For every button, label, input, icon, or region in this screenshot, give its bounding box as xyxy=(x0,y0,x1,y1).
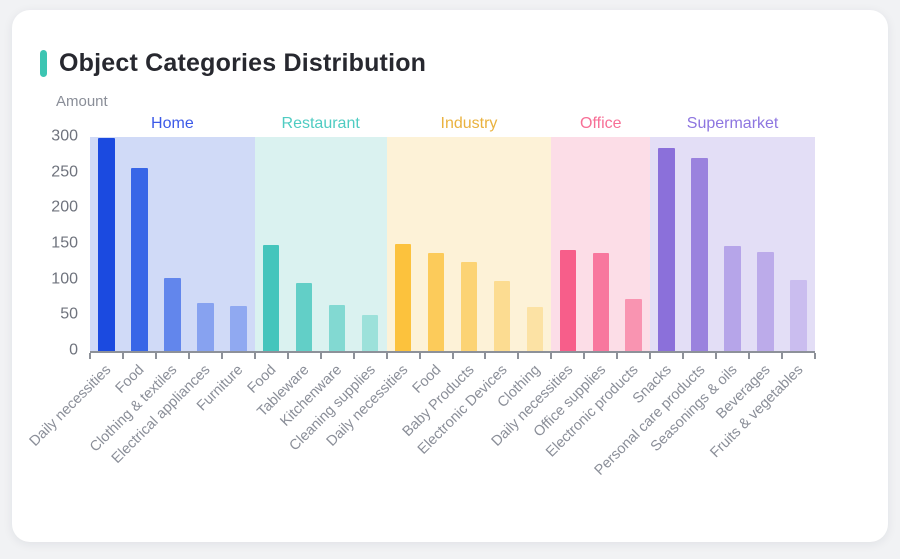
group-label-industry: Industry xyxy=(440,115,498,132)
x-axis-tick xyxy=(89,353,91,359)
bar-restaurant-kitchenware[interactable] xyxy=(328,305,346,351)
x-axis-tick xyxy=(187,353,190,359)
bar-industry-food[interactable] xyxy=(427,252,445,351)
bar-home-clothing-textiles[interactable] xyxy=(164,278,181,351)
band-supermarket xyxy=(650,137,815,351)
y-tick-label: 0 xyxy=(69,341,78,359)
bar-supermarket-snacks[interactable] xyxy=(658,148,675,351)
y-tick-label: 150 xyxy=(51,234,78,252)
plot-area xyxy=(90,137,815,351)
y-tick-label: 100 xyxy=(51,270,78,288)
bar-industry-baby-products[interactable] xyxy=(460,261,478,351)
y-tick-label: 50 xyxy=(60,305,78,323)
x-axis-tick xyxy=(451,353,454,359)
group-label-supermarket: Supermarket xyxy=(686,115,779,132)
bar-supermarket-seasonings-oils[interactable] xyxy=(724,246,741,351)
x-axis-tick xyxy=(517,353,520,359)
x-axis: Daily necessities Food Clothing & textiles… xyxy=(27,351,816,529)
band-industry xyxy=(386,137,552,351)
group-labels: Home Restaurant Industry Office Supermarket xyxy=(90,115,815,137)
x-axis-tick xyxy=(352,353,355,359)
chart-card: Object Categories Distribution Amount 0 5… xyxy=(12,10,888,542)
x-axis-tick xyxy=(154,353,157,359)
x-axis-tick xyxy=(286,353,289,359)
bar-industry-daily-necessities[interactable] xyxy=(394,244,412,351)
title-row: Object Categories Distribution xyxy=(40,46,860,80)
group-label-office: Office xyxy=(580,115,622,132)
bar-industry-electronic-devices[interactable] xyxy=(493,281,511,351)
bar-office-office-supplies[interactable] xyxy=(592,253,609,351)
x-axis-tick xyxy=(748,353,751,359)
bar-office-electronic-products[interactable] xyxy=(625,298,642,351)
bar-home-electrical-appliances[interactable] xyxy=(197,302,214,351)
x-axis-tick xyxy=(418,353,421,359)
y-axis: 0 50 100 150 200 250 300 xyxy=(40,128,90,359)
y-axis-title: Amount xyxy=(56,93,108,110)
chart: 0 50 100 150 200 250 300 Home Restaurant Industr… xyxy=(27,115,860,529)
bar-office-daily-necessities[interactable] xyxy=(559,250,577,351)
band-restaurant xyxy=(254,137,387,351)
x-axis-tick xyxy=(385,353,388,359)
bar-supermarket-fruits-vegetables[interactable] xyxy=(790,279,807,351)
band-home xyxy=(90,137,255,351)
bar-restaurant-food[interactable] xyxy=(263,245,280,351)
x-axis-tick xyxy=(583,353,586,359)
x-axis-tick xyxy=(220,353,223,359)
x-axis-tick xyxy=(319,353,322,359)
y-tick-label: 250 xyxy=(51,163,78,181)
bar-home-food[interactable] xyxy=(131,167,148,351)
x-axis-tick xyxy=(121,353,124,359)
y-tick-label: 300 xyxy=(51,127,78,145)
x-axis-tick xyxy=(550,353,553,359)
x-axis-tick xyxy=(253,353,256,359)
bar-restaurant-tableware[interactable] xyxy=(295,282,313,351)
x-axis-tick xyxy=(682,353,685,359)
y-tick-label: 200 xyxy=(51,198,78,216)
bar-restaurant-cleaning-supplies[interactable] xyxy=(361,315,379,351)
chart-title: Object Categories Distribution xyxy=(59,48,427,77)
band-office xyxy=(551,137,651,351)
bar-industry-clothing[interactable] xyxy=(526,306,544,351)
x-axis-tick xyxy=(781,353,784,359)
bar-supermarket-beverages[interactable] xyxy=(757,251,774,351)
bar-supermarket-personal-care-products[interactable] xyxy=(691,158,708,351)
x-axis-tick xyxy=(616,353,619,359)
group-label-home: Home xyxy=(151,115,194,132)
x-axis-tick xyxy=(484,353,487,359)
group-label-restaurant: Restaurant xyxy=(281,115,360,132)
bar-home-furniture[interactable] xyxy=(230,306,247,351)
x-axis-tick xyxy=(715,353,718,359)
bar-home-daily-necessities[interactable] xyxy=(98,138,115,351)
x-axis-tick xyxy=(649,353,652,359)
x-axis-tick xyxy=(814,353,816,359)
title-accent-bar xyxy=(40,49,47,77)
